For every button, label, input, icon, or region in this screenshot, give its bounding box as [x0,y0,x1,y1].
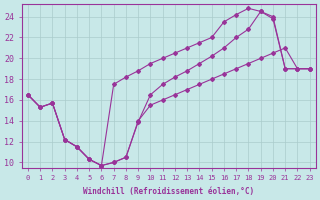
X-axis label: Windchill (Refroidissement éolien,°C): Windchill (Refroidissement éolien,°C) [83,187,254,196]
